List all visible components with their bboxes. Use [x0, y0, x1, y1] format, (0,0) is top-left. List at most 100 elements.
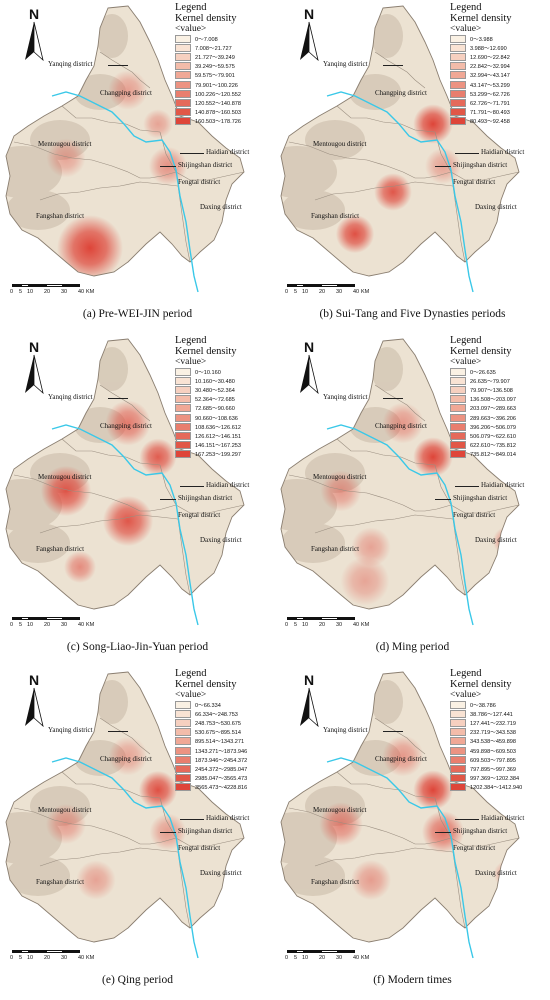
legend-row: 622.610～735.812	[450, 441, 550, 450]
scale-bar: 0 5 10 20 30 40 KM	[10, 284, 112, 298]
scale-tick: 30	[336, 622, 343, 628]
legend-swatch	[175, 441, 191, 450]
legend-range: 160.503～178.726	[195, 119, 242, 126]
legend-row: 0～3.988	[450, 34, 550, 43]
legend-value-label: <value>	[450, 357, 482, 367]
hotspot	[105, 400, 151, 446]
legend-value-label: <value>	[450, 690, 482, 700]
legend-range: 1202.384～1412.940	[470, 785, 523, 792]
legend-range: 0～10.160	[195, 369, 221, 376]
legend-range: 735.812～849.014	[470, 452, 517, 459]
legend-swatch	[450, 413, 466, 422]
legend-range: 0～26.635	[470, 369, 496, 376]
legend-swatch	[450, 62, 466, 71]
legend-row: 1873.946～2454.372	[175, 755, 275, 764]
hotspot	[102, 495, 154, 547]
district-label-fangshan: Fangshan district	[36, 212, 85, 220]
river	[51, 91, 199, 293]
district-label-yanqing: Yanqing district	[48, 60, 93, 68]
legend-entries: 0～10.160 10.160～30.480 30.480～52.364 52.364…	[175, 367, 275, 459]
legend-swatch	[450, 71, 466, 80]
legend-range: 2454.372～2985.047	[195, 766, 248, 773]
hotspot	[382, 402, 424, 444]
legend-swatch	[450, 709, 466, 718]
district-label-changping: Changping district	[100, 422, 152, 430]
legend-swatch	[175, 395, 191, 404]
legend-row: 2454.372～2985.047	[175, 764, 275, 773]
river	[326, 424, 474, 626]
district-label-changping: Changping district	[375, 755, 427, 763]
legend-swatch	[175, 783, 191, 792]
legend-row: 32.994～43.147	[450, 71, 550, 80]
district-label-haidian: Haidian district	[481, 148, 525, 156]
legend-row: 79.901～100.226	[175, 80, 275, 89]
district-label-daxing: Daxing district	[200, 536, 242, 544]
legend-swatch	[175, 89, 191, 98]
scale-tick: 5	[294, 622, 298, 628]
legend-row: 72.685～90.660	[175, 404, 275, 413]
district-label-haidian: Haidian district	[206, 814, 250, 822]
legend-range: 0～66.334	[195, 702, 221, 709]
legend-row: 43.147～53.299	[450, 80, 550, 89]
legend-range: 0～3.988	[470, 36, 493, 43]
legend-row: 140.878～160.503	[175, 108, 275, 117]
scale-tick: 40	[353, 955, 360, 961]
district-label-changping: Changping district	[100, 89, 152, 97]
legend-swatch	[175, 43, 191, 52]
leader-line	[455, 486, 479, 487]
legend-row: 79.907～136.508	[450, 385, 550, 394]
legend-row: 7.008～21.727	[175, 43, 275, 52]
legend-swatch	[175, 376, 191, 385]
legend-range: 1873.946～2454.372	[195, 757, 248, 764]
legend-range: 100.226～120.552	[195, 91, 242, 98]
scale-bar: 0 5 10 20 30 40 KM	[285, 284, 387, 298]
legend-range: 997.369～1202.384	[470, 776, 520, 783]
legend-row: 71.791～80.493	[450, 108, 550, 117]
legend-row: 52.364～72.685	[175, 395, 275, 404]
district-label-mentougou: Mentougou district	[313, 140, 367, 148]
north-arrow-icon: N	[297, 672, 321, 730]
district-label-changping: Changping district	[375, 422, 427, 430]
legend-row: 895.514～1343.271	[175, 737, 275, 746]
scale-unit: KM	[86, 622, 95, 628]
scale-unit: KM	[86, 955, 95, 961]
scale-tick: 30	[336, 289, 343, 295]
legend-subtitle: Kernel density	[450, 13, 512, 24]
legend-swatch	[450, 367, 466, 376]
legend-range: 232.719～343.538	[470, 730, 517, 737]
legend-row: 459.898～609.503	[450, 746, 550, 755]
north-arrow-icon: N	[297, 339, 321, 397]
scale-tick: 0	[10, 289, 14, 295]
district-label-fangshan: Fangshan district	[311, 212, 360, 220]
legend-row: 232.719～343.538	[450, 728, 550, 737]
hotspot	[139, 438, 177, 476]
map-panel-c: N Legend Kernel density <value> 0～10.160…	[0, 333, 275, 666]
scale-tick: 0	[10, 955, 14, 961]
leader-line	[180, 819, 204, 820]
district-label-haidian: Haidian district	[481, 481, 525, 489]
scale-tick: 30	[336, 955, 343, 961]
map-legend: Legend Kernel density <value> 0～38.786 38…	[450, 668, 550, 792]
density-hotspots	[320, 402, 519, 606]
legend-swatch	[175, 746, 191, 755]
leader-line	[160, 166, 176, 167]
legend-entries: 0～3.988 3.988～12.690 12.690～22.842 22.842～3…	[450, 34, 550, 126]
legend-row: 108.636～126.612	[175, 422, 275, 431]
legend-swatch	[450, 774, 466, 783]
legend-row: 0～10.160	[175, 367, 275, 376]
legend-row: 38.786～127.441	[450, 709, 550, 718]
legend-row: 203.097～289.663	[450, 404, 550, 413]
hotspot	[148, 146, 188, 186]
legend-title: Legend	[450, 668, 482, 679]
hotspot	[382, 735, 424, 777]
district-map	[5, 5, 245, 293]
legend-row: 530.675～895.514	[175, 728, 275, 737]
legend-subtitle: Kernel density	[175, 679, 237, 690]
hotspot	[40, 465, 92, 517]
scale-unit: KM	[361, 955, 370, 961]
legend-row: 136.508～203.097	[450, 395, 550, 404]
legend-row: 21.727～39.249	[175, 52, 275, 61]
hotspot	[108, 736, 148, 776]
hotspot	[319, 802, 363, 846]
legend-swatch	[175, 718, 191, 727]
